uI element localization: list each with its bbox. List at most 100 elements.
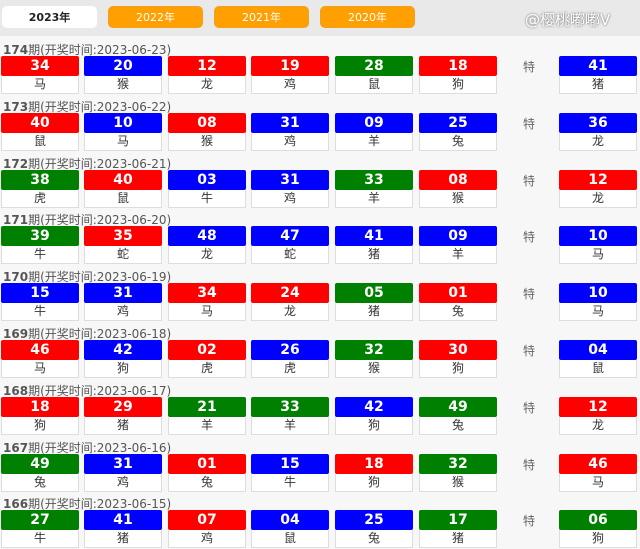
ball-cell: 31 鸡 — [251, 169, 329, 209]
period-number: 173 — [3, 99, 29, 114]
tab-year-0[interactable]: 2023年 — [2, 6, 97, 28]
ball-cell: 18 狗 — [419, 56, 497, 95]
ball-number: 29 — [84, 396, 162, 417]
ball-cell: 15 牛 — [1, 283, 79, 322]
draw-row: 172期(开奖时间:2023-06-21) 38 虎 40 鼠 03 牛 31 鸡 33 羊 08 猴特… — [0, 152, 640, 209]
draw-title: 171期(开奖时间:2023-06-20) — [3, 211, 171, 228]
ball-cell: 41 猪 — [335, 226, 413, 265]
zodiac-label: 猴 — [419, 189, 497, 208]
special-label: 特 — [522, 60, 535, 74]
ball-cell: 42 狗 — [335, 396, 413, 436]
ball-number: 41 — [559, 56, 637, 76]
ball-cell: 46 马 — [1, 340, 79, 379]
watermark: @樱桃嘟嘟V — [525, 11, 611, 29]
ball-number: 24 — [251, 283, 329, 304]
special-ball-cell: 12 龙 — [559, 169, 637, 209]
zodiac-label: 牛 — [1, 303, 79, 322]
zodiac-label: 马 — [559, 246, 637, 265]
zodiac-label: 虎 — [1, 189, 79, 208]
zodiac-label: 兔 — [419, 416, 497, 435]
year-tabs: 2023年 2022年 2021年 2020年 — [0, 0, 640, 36]
zodiac-label: 牛 — [168, 189, 246, 208]
draw-time: 期(开奖时间:2023-06-23) — [28, 43, 172, 57]
ball-number: 07 — [168, 510, 246, 531]
tab-year-1[interactable]: 2022年 — [108, 6, 203, 28]
zodiac-label: 狗 — [335, 416, 413, 435]
ball-cell: 01 兔 — [168, 453, 246, 493]
ball-number: 31 — [251, 169, 329, 190]
draw-time: 期(开奖时间:2023-06-19) — [28, 270, 172, 285]
zodiac-label: 牛 — [1, 530, 79, 549]
draw-title: 173期(开奖时间:2023-06-22) — [3, 98, 171, 115]
draw-row: 167期(开奖时间:2023-06-16) 49 兔 31 鸡 01 兔 15 牛 18 狗 32 猴特… — [0, 436, 640, 493]
period-number: 174 — [3, 43, 29, 57]
ball-cell: 08 猴 — [419, 169, 497, 209]
ball-number: 34 — [1, 56, 79, 76]
zodiac-label: 猴 — [419, 473, 497, 492]
ball-number: 46 — [559, 453, 637, 474]
draw-time: 期(开奖时间:2023-06-15) — [28, 497, 172, 512]
tab-year-3[interactable]: 2020年 — [320, 6, 415, 28]
special-ball-cell: 10 马 — [559, 226, 637, 265]
ball-cell: 17 猪 — [419, 510, 497, 549]
ball-number: 42 — [335, 396, 413, 417]
zodiac-label: 兔 — [1, 473, 79, 492]
zodiac-label: 虎 — [168, 360, 246, 378]
draw-title: 169期(开奖时间:2023-06-18) — [3, 325, 171, 342]
ball-number: 09 — [419, 226, 497, 247]
draw-row: 168期(开奖时间:2023-06-17) 18 狗 29 猪 21 羊 33 羊 42 狗 49 兔特… — [0, 379, 640, 436]
special-label: 特 — [522, 116, 535, 131]
ball-number: 12 — [559, 396, 637, 417]
ball-cell: 05 猪 — [335, 283, 413, 322]
zodiac-label: 狗 — [1, 416, 79, 435]
ball-number: 49 — [1, 453, 79, 474]
ball-number: 03 — [168, 169, 246, 190]
special-label: 特 — [522, 457, 535, 472]
special-label: 特 — [522, 173, 535, 188]
zodiac-label: 兔 — [419, 303, 497, 322]
ball-number: 32 — [335, 340, 413, 360]
zodiac-label: 牛 — [1, 246, 79, 265]
zodiac-label: 龙 — [168, 246, 246, 265]
ball-cell: 30 狗 — [419, 340, 497, 379]
zodiac-label: 龙 — [559, 132, 637, 151]
draw-title: 168期(开奖时间:2023-06-17) — [3, 382, 171, 399]
ball-number: 18 — [1, 396, 79, 417]
ball-cell: 10 马 — [84, 112, 162, 152]
zodiac-label: 鼠 — [335, 76, 413, 94]
ball-cell: 33 羊 — [335, 169, 413, 209]
ball-cell: 26 虎 — [251, 340, 329, 379]
ball-number: 27 — [1, 510, 79, 531]
ball-cell: 49 兔 — [1, 453, 79, 493]
draw-time: 期(开奖时间:2023-06-17) — [28, 383, 172, 398]
ball-number: 10 — [559, 226, 637, 247]
ball-cell: 32 猴 — [419, 453, 497, 493]
period-number: 170 — [3, 270, 29, 285]
tab-year-2[interactable]: 2021年 — [214, 6, 309, 28]
ball-cell: 03 牛 — [168, 169, 246, 209]
zodiac-label: 狗 — [419, 76, 497, 94]
zodiac-label: 鸡 — [84, 473, 162, 492]
ball-cell: 19 鸡 — [251, 56, 329, 95]
ball-number: 25 — [335, 510, 413, 531]
special-label: 特 — [522, 514, 535, 529]
zodiac-label: 蛇 — [84, 246, 162, 265]
ball-number: 34 — [168, 283, 246, 304]
ball-cell: 33 羊 — [251, 396, 329, 436]
zodiac-label: 猪 — [335, 303, 413, 322]
zodiac-label: 鸡 — [251, 189, 329, 208]
zodiac-label: 马 — [168, 303, 246, 322]
ball-number: 15 — [1, 283, 79, 304]
ball-number: 41 — [335, 226, 413, 247]
draw-row: 166期(开奖时间:2023-06-15) 27 牛 41 猪 07 鸡 04 鼠 25 兔 17 猪特… — [0, 492, 640, 549]
zodiac-label: 兔 — [335, 530, 413, 549]
special-ball-cell: 12 龙 — [559, 396, 637, 436]
zodiac-label: 鼠 — [559, 360, 637, 378]
ball-number: 01 — [419, 283, 497, 304]
ball-cell: 21 羊 — [168, 396, 246, 436]
ball-number: 31 — [84, 283, 162, 304]
ball-cell: 35 蛇 — [84, 226, 162, 265]
zodiac-label: 兔 — [419, 132, 497, 151]
zodiac-label: 猪 — [559, 76, 637, 94]
ball-cell: 28 鼠 — [335, 56, 413, 95]
